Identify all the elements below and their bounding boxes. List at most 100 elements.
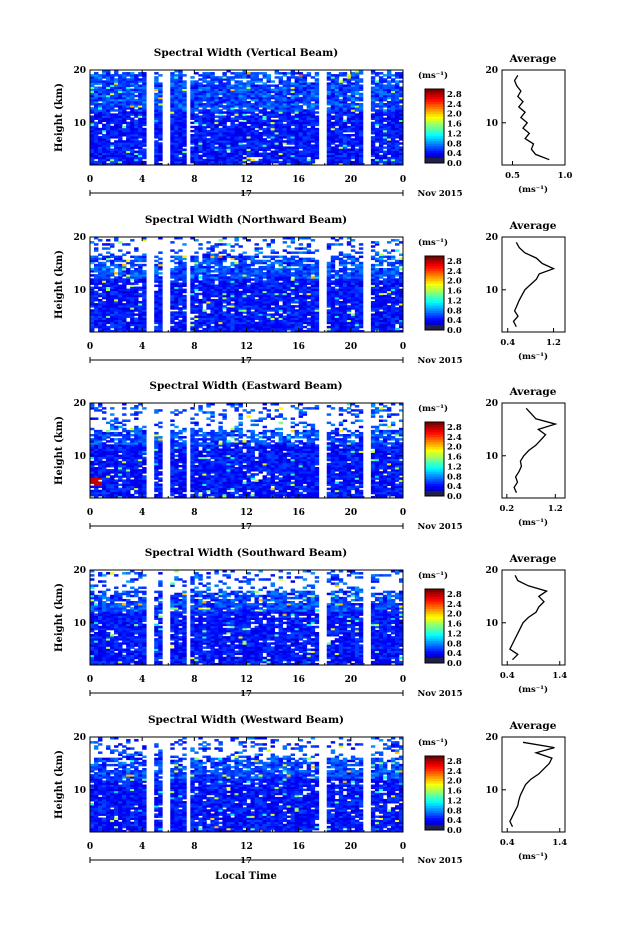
heatmap-cell — [174, 158, 179, 162]
heatmap-cell — [290, 92, 296, 96]
heatmap-cell — [134, 313, 139, 316]
heatmap-cell — [126, 84, 131, 87]
heatmap-cell — [330, 76, 336, 79]
heatmap-cell — [126, 134, 131, 137]
heatmap-cell — [226, 136, 231, 139]
heatmap-cell — [274, 121, 279, 125]
heatmap-cell — [386, 100, 392, 104]
heatmap-cell — [214, 78, 219, 81]
heatmap-cell — [270, 125, 275, 129]
heatmap-cell — [258, 125, 263, 129]
heatmap-cell — [222, 127, 227, 131]
heatmap-cell — [190, 107, 195, 110]
heatmap-cell — [230, 90, 235, 94]
heatmap-cell — [286, 127, 292, 131]
heatmap-cell — [314, 138, 320, 141]
heatmap-cell — [334, 90, 340, 94]
heatmap-cell — [282, 129, 288, 133]
heatmap-cell — [182, 255, 187, 259]
heatmap-cell — [246, 105, 251, 108]
heatmap-cell — [170, 129, 175, 133]
heatmap-cell — [126, 107, 131, 110]
heatmap-cell — [326, 100, 332, 104]
heatmap-cell — [330, 160, 336, 164]
heatmap-cell — [198, 140, 203, 143]
heatmap-cell — [330, 162, 336, 166]
heatmap-cell — [226, 82, 231, 85]
heatmap-cell — [234, 80, 239, 83]
heatmap-cell — [126, 86, 131, 89]
heatmap-cell — [134, 127, 139, 131]
heatmap-cell — [370, 127, 376, 131]
heatmap-cell — [138, 162, 143, 166]
heatmap-cell — [122, 263, 127, 267]
heatmap-cell — [174, 251, 179, 254]
colorbar-swatch — [425, 133, 444, 137]
heatmap-cell — [254, 140, 259, 143]
heatmap-cell — [190, 125, 195, 129]
heatmap-cell — [174, 134, 179, 137]
heatmap-cell — [202, 136, 207, 139]
heatmap-cell — [122, 144, 127, 147]
heatmap-cell — [254, 100, 259, 104]
heatmap-cell — [310, 276, 316, 279]
heatmap-cell — [254, 138, 259, 141]
heatmap-cell — [338, 92, 344, 96]
heatmap-cell — [122, 76, 127, 79]
heatmap-cell — [134, 142, 139, 145]
heatmap-cell — [138, 96, 143, 100]
heatmap-cell — [262, 121, 267, 125]
heatmap-cell — [374, 72, 380, 75]
heatmap-cell — [102, 125, 107, 129]
heatmap-cell — [174, 98, 179, 102]
heatmap-cell — [342, 109, 348, 112]
heatmap-cell — [326, 123, 332, 127]
heatmap-cell — [266, 90, 271, 94]
heatmap-cell — [190, 160, 195, 164]
colorbar-swatch — [425, 128, 444, 132]
heatmap-cell — [346, 115, 352, 118]
heatmap-cell — [194, 109, 199, 112]
average-unit: (ms⁻¹) — [518, 184, 548, 195]
heatmap-cell — [98, 74, 103, 77]
heatmap-cell — [206, 247, 211, 250]
heatmap-cell — [246, 129, 251, 133]
heatmap-cell — [382, 109, 388, 112]
heatmap-cell — [266, 84, 271, 87]
heatmap-cell — [158, 103, 163, 106]
heatmap-cell — [310, 131, 316, 135]
heatmap-cell — [234, 261, 239, 265]
heatmap-cell — [118, 148, 123, 151]
heatmap-cell — [242, 134, 247, 137]
heatmap-cell — [98, 150, 103, 154]
heatmap-cell — [370, 80, 376, 83]
heatmap-cell — [194, 98, 199, 102]
heatmap-cell — [302, 127, 308, 131]
heatmap-cell — [102, 146, 107, 149]
heatmap-cell — [282, 94, 288, 98]
heatmap-cell — [226, 140, 231, 143]
heatmap-cell — [282, 88, 288, 92]
heatmap-cell — [142, 80, 147, 83]
heatmap-cell — [234, 76, 239, 79]
heatmap-cell — [358, 109, 364, 112]
heatmap-cell — [266, 259, 271, 263]
heatmap-cell — [222, 94, 227, 98]
heatmap-cell — [334, 86, 340, 89]
heatmap-cell — [230, 94, 235, 98]
heatmap-cell — [198, 247, 203, 250]
heatmap-cell — [130, 125, 135, 129]
heatmap-cell — [110, 154, 115, 158]
heatmap-cell — [170, 138, 175, 141]
heatmap-cell — [94, 90, 99, 94]
heatmap-cell — [138, 113, 143, 116]
heatmap-cell — [306, 105, 312, 108]
heatmap-cell — [306, 146, 312, 149]
heatmap-cell — [206, 150, 211, 154]
heatmap-cell — [130, 156, 135, 160]
heatmap-cell — [154, 96, 159, 100]
heatmap-cell — [102, 162, 107, 166]
heatmap-cell — [182, 107, 187, 110]
heatmap-cell — [114, 100, 119, 104]
